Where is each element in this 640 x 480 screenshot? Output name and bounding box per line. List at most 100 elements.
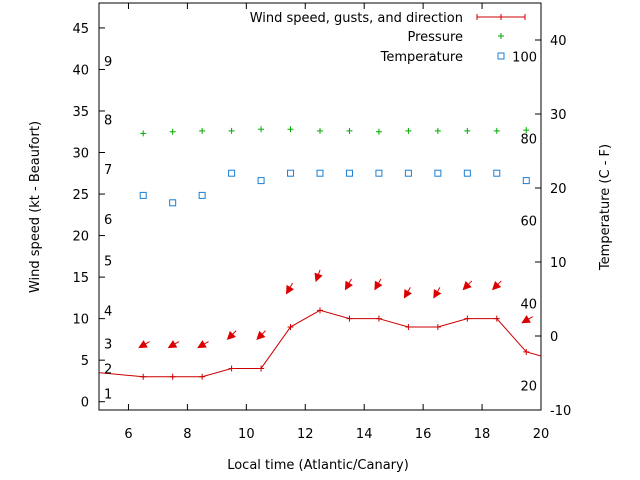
x-tick-label: 14 [356,427,373,442]
wind-arrow-head [226,330,236,341]
pressure-point [287,126,294,133]
y-axis-left-label: Wind speed (kt - Beaufort) [28,121,43,293]
wind-arrow [403,287,412,299]
pressure-point [405,127,412,134]
label-layer: 6 8 10 12 14 16 18 20051015202530354045-1001020… [72,22,571,442]
y-axis-right-label: Temperature (C - F) [598,144,613,271]
legend: Wind speed, gusts, and direction Pressur… [250,11,526,65]
pressure-point [523,127,530,134]
temperature-point [463,169,471,177]
temperature-point [522,177,530,185]
x-tick-label: 6 [124,427,132,442]
temperature-point [228,169,236,177]
temperature-point [345,169,353,177]
wind-speed-point [375,315,382,322]
y-right-tick-label: 0 [550,330,558,345]
y-left-tick-label: 10 [72,313,89,328]
x-tick-label: 12 [297,427,314,442]
temperature-point [287,169,295,177]
x-tick-label: 16 [415,427,432,442]
legend-key-pressure [498,33,504,39]
x-tick-label: 8 [183,427,191,442]
wind-arrow [314,269,323,283]
wind-arrow-head [403,289,412,299]
beaufort-label: 5 [104,254,112,269]
pressure-point [493,127,500,134]
wind-arrow [256,330,266,341]
wind-speed-point [140,373,147,380]
wind-speed-point [287,323,294,330]
y-right-tick-label: -10 [550,404,571,419]
legend-label-wind: Wind speed, gusts, and direction [250,11,463,26]
wind-arrow-head [521,315,531,324]
temperature-point [493,169,501,177]
y-left-tick-label: 35 [72,105,89,120]
temperature-point [169,199,177,207]
beaufort-label: 6 [104,213,112,228]
wind-arrow [374,278,383,291]
beaufort-label: 3 [104,338,112,353]
wind-speed-point [434,323,441,330]
pressure-point [169,128,176,135]
wind-speed-point [405,323,412,330]
y-right-tick-label: 40 [550,34,567,49]
temperature-point [257,177,265,185]
pressure-point [140,130,147,137]
wind-speed-point [258,365,265,372]
pressure-point [258,126,265,133]
pressure-point [199,127,206,134]
temperature-point [316,169,324,177]
beaufort-label: 2 [104,362,112,377]
beaufort-label: 4 [104,304,112,319]
fahrenheit-label: 40 [520,297,537,312]
legend-key-wind-ticks [476,14,526,20]
y-right-tick-label: 20 [550,182,567,197]
wind-speed-point [199,373,206,380]
legend-label-temperature: Temperature [380,50,463,65]
wind-arrow-head [492,281,502,291]
wind-arrow [226,330,237,341]
y-left-tick-label: 15 [72,271,89,286]
wind-arrow [521,315,533,324]
wind-arrow-head [462,281,472,291]
beaufort-label: 7 [104,163,112,178]
legend-key-temperature [497,52,505,60]
wind-speed-point [523,348,530,355]
fahrenheit-label: 60 [520,215,537,230]
legend-label-pressure: Pressure [407,30,463,45]
wind-arrow-head [314,272,323,283]
fahrenheit-label: 100 [512,50,537,65]
y-right-tick-label: 10 [550,256,567,271]
fahrenheit-label: 80 [520,132,537,147]
wind-speed-point [346,315,353,322]
x-tick-label: 20 [533,427,550,442]
wind-arrow-head [433,289,442,299]
temperature-point [139,191,147,199]
wind-arrow-head [285,284,295,295]
y-left-tick-label: 20 [72,230,89,245]
wind-arrow-head [167,340,178,349]
series-layer [98,126,542,380]
wind-arrow-head [256,330,266,341]
beaufort-label: 1 [104,387,112,402]
legend-key-wind [476,14,526,20]
wind-speed-point [493,315,500,322]
temperature-point [198,191,206,199]
wind-speed-point [228,365,235,372]
wind-arrow [197,340,209,349]
y-left-tick-label: 25 [72,188,89,203]
pressure-point [317,127,323,134]
wind-speed-point [317,307,323,314]
x-axis-label: Local time (Atlantic/Canary) [227,458,409,473]
beaufort-label: 8 [104,113,112,128]
plot-frame [98,2,542,411]
wind-arrow [167,340,180,349]
wind-arrow [344,278,353,291]
y-right-tick-label: 30 [550,108,567,123]
wind-arrow-head [374,280,383,291]
wind-arrow [285,282,295,295]
temperature-point [434,169,442,177]
x-tick-label: 18 [474,427,491,442]
y-left-tick-label: 5 [81,354,89,369]
